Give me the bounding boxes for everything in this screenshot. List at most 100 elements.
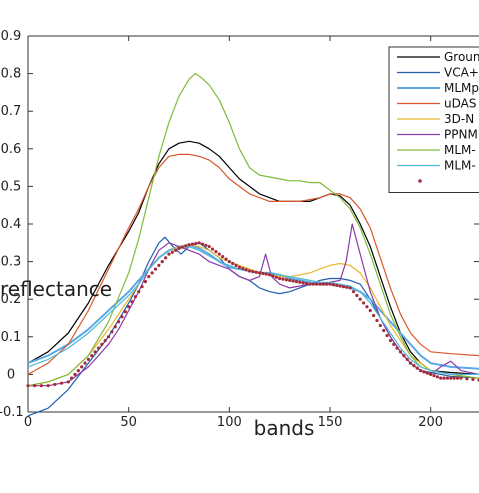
data-point [271,274,275,278]
data-point [304,281,309,286]
data-point [341,285,346,289]
data-point [39,384,44,388]
data-point [180,245,184,249]
legend-entry: uDAS [444,97,476,111]
data-point [471,377,475,382]
series-line-0 [27,140,479,375]
legend-entry: 3D-N [444,112,474,126]
data-point [345,285,349,289]
data-point [167,252,171,256]
data-point [217,252,221,256]
data-point [221,254,225,259]
data-point [395,346,399,350]
data-point [351,290,356,294]
data-point [392,342,396,346]
data-point [415,366,419,370]
data-point [33,384,37,388]
data-point [335,283,339,288]
data-point [237,265,242,269]
x-tick-label: 150 [318,415,343,430]
data-point [123,310,127,314]
data-point [261,271,265,276]
data-point [439,376,443,380]
data-point [388,338,393,343]
data-point [311,282,315,286]
data-point [110,330,114,334]
series-line-3 [27,153,479,375]
data-point [244,268,248,272]
data-point [227,260,231,264]
data-point [365,305,369,309]
axes: -0.100.10.20.30.40.50.60.70.80.90 50 100 15… [0,29,479,430]
data-point [405,357,409,361]
data-point [150,271,154,275]
data-point [301,281,305,285]
y-tick-label: 0.3 [1,255,22,270]
data-point [368,308,372,313]
data-point [177,246,181,251]
data-point [26,384,30,388]
data-point [207,244,211,249]
series-markers [26,241,479,388]
x-axis-title: bands [254,416,315,440]
y-tick-label: 0.4 [1,217,22,232]
legend-entry: MLM- [444,143,476,157]
data-point [314,282,319,286]
data-point [419,369,423,373]
y-axis-title: reflectance [0,277,112,301]
data-point [251,270,255,274]
data-point [338,284,342,288]
data-point [59,381,64,385]
data-point [375,318,379,323]
data-point [398,350,403,354]
data-point [361,301,366,305]
legend-entry: MLMp [444,81,479,95]
data-point [231,261,235,266]
data-point [264,272,268,276]
y-tick-label: 0.7 [1,104,22,119]
data-point [80,365,84,369]
x-tick-label: 0 [24,415,32,430]
series-line-6 [27,72,479,387]
data-point [70,376,74,380]
series-layer [26,72,479,417]
data-point [445,376,450,380]
y-tick-label: 0 [7,367,15,382]
y-tick-label: 0.1 [1,330,22,345]
data-point [130,300,134,304]
data-point [147,275,151,279]
data-point [318,282,322,286]
data-point [281,277,285,281]
data-point [358,297,362,301]
data-point [422,370,426,374]
data-point [204,243,208,247]
data-point [298,280,302,284]
data-point [425,371,429,375]
data-point [348,286,352,290]
data-point [257,271,262,275]
y-tick-label: 0.6 [1,142,22,157]
data-point [247,269,252,273]
data-point [127,305,131,309]
data-point [106,335,111,339]
data-point [137,290,141,294]
legend-entry: Groun [444,50,479,64]
data-point [331,283,335,287]
data-point [76,369,80,373]
data-point [382,328,386,333]
x-tick-label: 200 [418,415,443,430]
data-point [66,380,70,384]
legend-entry: PPNM [444,128,478,142]
data-point [268,273,272,277]
data-point [170,250,174,254]
data-point [241,266,245,271]
series-line-7 [27,246,479,375]
data-point [402,354,406,358]
data-point [53,382,57,387]
data-point [278,276,282,281]
data-point [83,361,87,365]
data-point [465,377,469,381]
data-point [100,342,104,346]
data-point [194,241,198,246]
